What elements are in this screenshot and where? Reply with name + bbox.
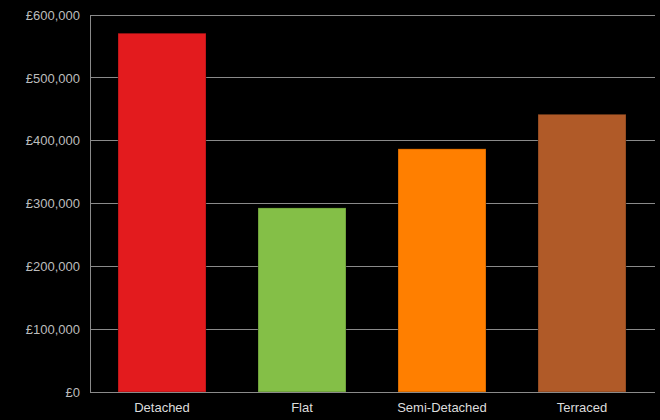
x-axis-line xyxy=(93,392,653,393)
x-tick: Semi-Detached xyxy=(397,392,487,415)
bar xyxy=(118,33,206,392)
y-tick: £500,000 xyxy=(26,70,90,85)
y-tick-label: £0 xyxy=(66,385,80,400)
y-tick: £0 xyxy=(66,385,90,400)
y-tick: £300,000 xyxy=(26,196,90,211)
bar xyxy=(258,208,346,392)
y-tick-label: £100,000 xyxy=(26,322,80,337)
x-tick: Detached xyxy=(134,392,190,415)
y-tick: £400,000 xyxy=(26,133,90,148)
x-tick: Terraced xyxy=(557,392,608,415)
y-tick-label: £300,000 xyxy=(26,196,80,211)
y-tick-label: £600,000 xyxy=(26,8,80,23)
bars xyxy=(118,33,626,392)
y-axis-line xyxy=(90,16,91,393)
y-tick-label: £400,000 xyxy=(26,133,80,148)
y-axis: £0 £100,000 £200,000 £300,000 £400,000 £500,0… xyxy=(26,8,91,400)
background xyxy=(0,0,660,420)
x-tick-label: Flat xyxy=(291,400,313,415)
bar xyxy=(398,149,486,392)
y-tick-label: £200,000 xyxy=(26,259,80,274)
x-axis: Detached Flat Semi-Detached Terraced xyxy=(93,392,653,415)
x-tick-label: Semi-Detached xyxy=(397,400,487,415)
y-tick-label: £500,000 xyxy=(26,70,80,85)
x-tick: Flat xyxy=(291,392,313,415)
y-tick: £200,000 xyxy=(26,259,90,274)
grid xyxy=(90,15,655,392)
grid-line xyxy=(90,15,655,16)
x-tick-label: Detached xyxy=(134,400,190,415)
y-tick: £600,000 xyxy=(26,8,90,23)
chart: £0 £100,000 £200,000 £300,000 £400,000 £500,0… xyxy=(0,0,660,420)
y-tick: £100,000 xyxy=(26,322,90,337)
bar xyxy=(538,114,626,392)
x-tick-label: Terraced xyxy=(557,400,608,415)
